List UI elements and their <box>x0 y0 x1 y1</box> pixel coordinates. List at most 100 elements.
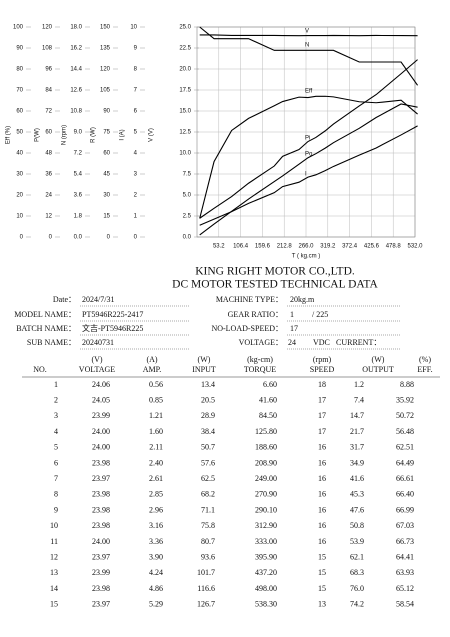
y-tick-label: 135 <box>100 46 111 52</box>
table-cell: 17 <box>318 396 326 405</box>
table-cell: 6.60 <box>263 380 277 389</box>
y-tick-label: 10 <box>16 214 23 220</box>
table-cell: 62.1 <box>350 553 364 562</box>
table-cell: 7.4 <box>354 396 364 405</box>
y-tick-label: 4 <box>134 151 138 157</box>
table-cell: 126.7 <box>197 600 215 609</box>
table-cell: 5.29 <box>149 600 163 609</box>
y-tick-label: 5.0 <box>183 193 192 199</box>
y-tick-label: 70 <box>16 88 23 94</box>
axis-title: R (W) <box>91 127 97 143</box>
table-cell: 0.85 <box>149 396 163 405</box>
table-cell: 23.98 <box>92 521 110 530</box>
table-cell: 66.61 <box>396 474 414 483</box>
table-cell: 76.0 <box>350 584 364 593</box>
table-cell: 68.3 <box>350 568 364 577</box>
table-cell: 75.8 <box>201 521 215 530</box>
y-tick-label: 100 <box>13 25 24 31</box>
table-cell: 62.5 <box>201 474 215 483</box>
table-cell: 13.4 <box>201 380 215 389</box>
y-tick-label: 40 <box>16 151 23 157</box>
x-tick-label: 106.4 <box>233 244 249 250</box>
info-label: MACHINE TYPE： <box>216 295 283 304</box>
table-cell: 3 <box>54 411 58 420</box>
table-cell: 2.96 <box>149 505 163 514</box>
y-tick-label: 48 <box>45 151 52 157</box>
y-tick-label: 18.0 <box>70 25 82 31</box>
table-cell: 23.99 <box>92 411 110 420</box>
x-tick-label: 425.6 <box>364 244 380 250</box>
curve <box>199 125 418 226</box>
y-tick-label: 20.0 <box>179 67 191 73</box>
y-tick-label: 0 <box>107 235 111 241</box>
y-tick-label: 30 <box>103 193 110 199</box>
y-tick-label: 0.0 <box>74 235 83 241</box>
table-cell: 8.88 <box>400 380 414 389</box>
y-tick-label: 9.0 <box>74 130 83 136</box>
table-cell: 2.61 <box>149 474 163 483</box>
table-cell: 57.6 <box>201 458 215 467</box>
info-value: VDC <box>313 338 330 347</box>
column-unit: (V) <box>91 355 102 364</box>
table-cell: 15 <box>318 553 326 562</box>
y-tick-label: 75 <box>103 130 110 136</box>
axis-title: I (A) <box>120 129 126 140</box>
table-cell: 9 <box>54 505 58 514</box>
x-tick-label: 532.0 <box>407 244 423 250</box>
table-cell: 2.40 <box>149 458 163 467</box>
y-tick-label: 5 <box>134 130 138 136</box>
table-cell: 290.10 <box>255 505 277 514</box>
info-value: 2024/7/31 <box>82 295 114 304</box>
table-cell: 101.7 <box>197 568 215 577</box>
y-tick-label: 25.0 <box>179 25 191 31</box>
curve-label: I <box>305 172 307 178</box>
table-cell: 17 <box>318 411 326 420</box>
table-cell: 16 <box>318 474 326 483</box>
table-cell: 13 <box>318 600 326 609</box>
y-tick-label: 0 <box>49 235 53 241</box>
info-label: MODEL NAME： <box>14 310 76 319</box>
column-header: SPEED <box>310 365 335 374</box>
y-tick-label: 24 <box>45 193 52 199</box>
table-cell: 3.90 <box>149 553 163 562</box>
info-label: CURRENT： <box>336 338 381 347</box>
y-tick-label: 96 <box>45 67 52 73</box>
info-label: GEAR RATIO： <box>228 310 283 319</box>
y-tick-label: 120 <box>100 67 111 73</box>
table-cell: 17 <box>318 427 326 436</box>
y-tick-label: 10.0 <box>179 151 191 157</box>
axis-title: N (rpm) <box>62 125 68 145</box>
table-cell: 13 <box>50 568 58 577</box>
y-tick-label: 5.4 <box>74 172 83 178</box>
y-tick-label: 105 <box>100 88 111 94</box>
table-cell: 64.49 <box>396 458 414 467</box>
table-cell: 16 <box>318 505 326 514</box>
x-axis-label: T ( kg.cm ) <box>292 254 321 260</box>
table-cell: 62.51 <box>396 443 414 452</box>
y-tick-label: 12 <box>45 214 52 220</box>
y-tick-label: 3 <box>134 172 138 178</box>
table-cell: 41.6 <box>350 474 364 483</box>
table-cell: 24.05 <box>92 396 110 405</box>
table-cell: 23.98 <box>92 490 110 499</box>
y-tick-label: 108 <box>42 46 53 52</box>
table-cell: 50.8 <box>350 521 364 530</box>
info-value: 24 <box>288 338 296 347</box>
curve-label: Po <box>305 152 313 158</box>
axis-title: V (V) <box>149 128 155 142</box>
table-cell: 68.2 <box>201 490 215 499</box>
table-cell: 71.1 <box>201 505 215 514</box>
y-tick-label: 90 <box>16 46 23 52</box>
table-cell: 116.6 <box>197 584 215 593</box>
table-cell: 23.97 <box>92 600 110 609</box>
column-unit: (A) <box>146 355 157 364</box>
info-label: NO-LOAD-SPEED： <box>211 324 283 333</box>
y-tick-label: 60 <box>45 130 52 136</box>
table-cell: 2 <box>54 396 58 405</box>
y-tick-label: 10.8 <box>70 109 82 115</box>
table-cell: 1.2 <box>354 380 364 389</box>
table-cell: 498.00 <box>255 584 277 593</box>
column-header: INPUT <box>192 365 216 374</box>
y-tick-label: 14.4 <box>70 67 82 73</box>
